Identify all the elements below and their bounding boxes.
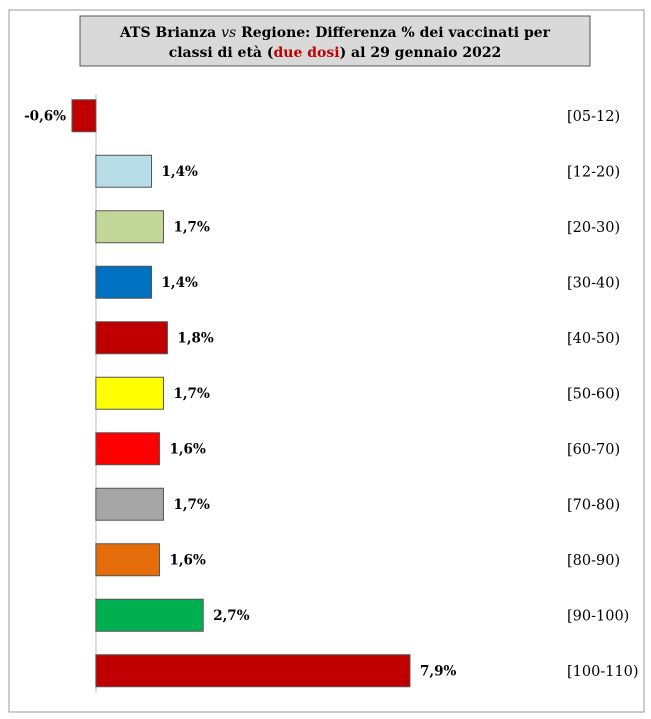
title-part: vs <box>221 25 236 41</box>
data-label: 1,8% <box>177 330 213 346</box>
data-label: 1,4% <box>162 164 198 180</box>
bar <box>95 265 153 299</box>
bar <box>95 210 164 244</box>
bar <box>95 543 160 577</box>
data-label: 1,4% <box>162 275 198 291</box>
category-label: [80-90) <box>567 553 620 569</box>
data-label: 1,7% <box>173 386 209 402</box>
title-part: ATS Brianza <box>119 25 216 41</box>
bar <box>95 487 164 521</box>
category-label: [70-80) <box>567 497 620 513</box>
data-label: 7,9% <box>420 663 456 679</box>
bar <box>95 654 411 688</box>
title-part: Regione: Differenza % dei vaccinati per <box>241 25 551 41</box>
chart-title: ATS Brianza vs Regione: Differenza % dei… <box>119 25 551 41</box>
bar <box>95 598 204 632</box>
category-label: [30-40) <box>567 275 620 291</box>
title-part: classi di età ( <box>169 45 274 61</box>
title-box <box>79 15 591 67</box>
title-part: ) al 29 gennaio 2022 <box>340 45 502 61</box>
bar <box>95 432 160 466</box>
category-label: [20-30) <box>567 220 620 236</box>
frame <box>8 9 645 713</box>
bar <box>71 99 97 133</box>
category-label: [40-50) <box>567 331 620 347</box>
data-label: 1,6% <box>169 552 205 568</box>
title-part: due dosi <box>273 45 339 61</box>
category-label: [12-20) <box>567 164 620 180</box>
category-label: [05-12) <box>567 109 620 125</box>
data-label: 1,6% <box>169 441 205 457</box>
category-label: [50-60) <box>567 386 620 402</box>
category-label: [100-110) <box>567 664 639 680</box>
chart-title: classi di età (due dosi) al 29 gennaio 2… <box>169 45 502 61</box>
data-label: 1,7% <box>173 219 209 235</box>
bar <box>95 376 164 410</box>
category-label: [90-100) <box>567 608 629 624</box>
bar <box>95 321 168 355</box>
data-label: -0,6% <box>24 108 66 124</box>
data-label: 1,7% <box>173 497 209 513</box>
category-label: [60-70) <box>567 442 620 458</box>
data-label: 2,7% <box>213 608 249 624</box>
bar <box>95 154 153 188</box>
